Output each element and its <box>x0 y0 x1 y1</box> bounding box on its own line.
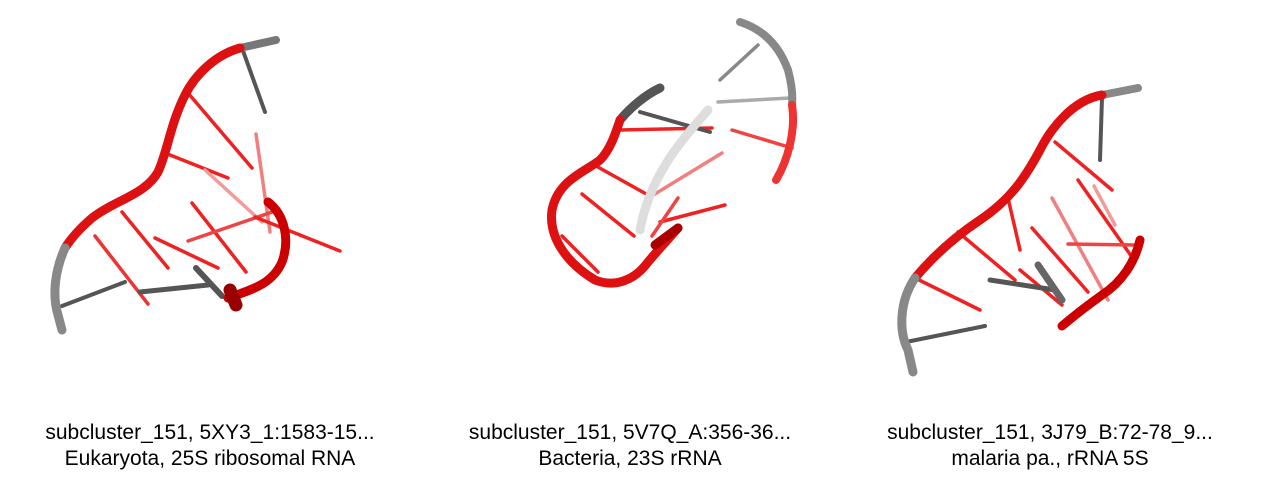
caption-line-1: subcluster_151, 5XY3_1:1583-15... <box>45 421 375 444</box>
structure-panel-3: subcluster_151, 3J79_B:72-78_9... malari… <box>840 0 1260 480</box>
caption-line-1: subcluster_151, 5V7Q_A:356-36... <box>468 421 792 444</box>
structure-panel-2: subcluster_151, 5V7Q_A:356-36... Bacteri… <box>420 0 840 480</box>
caption-line-2: Bacteria, 23S rRNA <box>538 447 722 470</box>
structure-caption-3: subcluster_151, 3J79_B:72-78_9... malari… <box>840 420 1260 472</box>
caption-line-1: subcluster_151, 3J79_B:72-78_9... <box>887 421 1213 444</box>
rna-structure-image-2 <box>547 18 797 288</box>
structure-caption-1: subcluster_151, 5XY3_1:1583-15... Eukary… <box>0 420 420 472</box>
rna-structure-image-1 <box>50 36 342 335</box>
caption-line-2: Eukaryota, 25S ribosomal RNA <box>64 447 356 470</box>
caption-line-2: malaria pa., rRNA 5S <box>951 447 1149 470</box>
structure-caption-2: subcluster_151, 5V7Q_A:356-36... Bacteri… <box>420 420 840 472</box>
structure-panel-1: subcluster_151, 5XY3_1:1583-15... Eukary… <box>0 0 420 480</box>
rna-structure-image-3 <box>897 84 1145 377</box>
